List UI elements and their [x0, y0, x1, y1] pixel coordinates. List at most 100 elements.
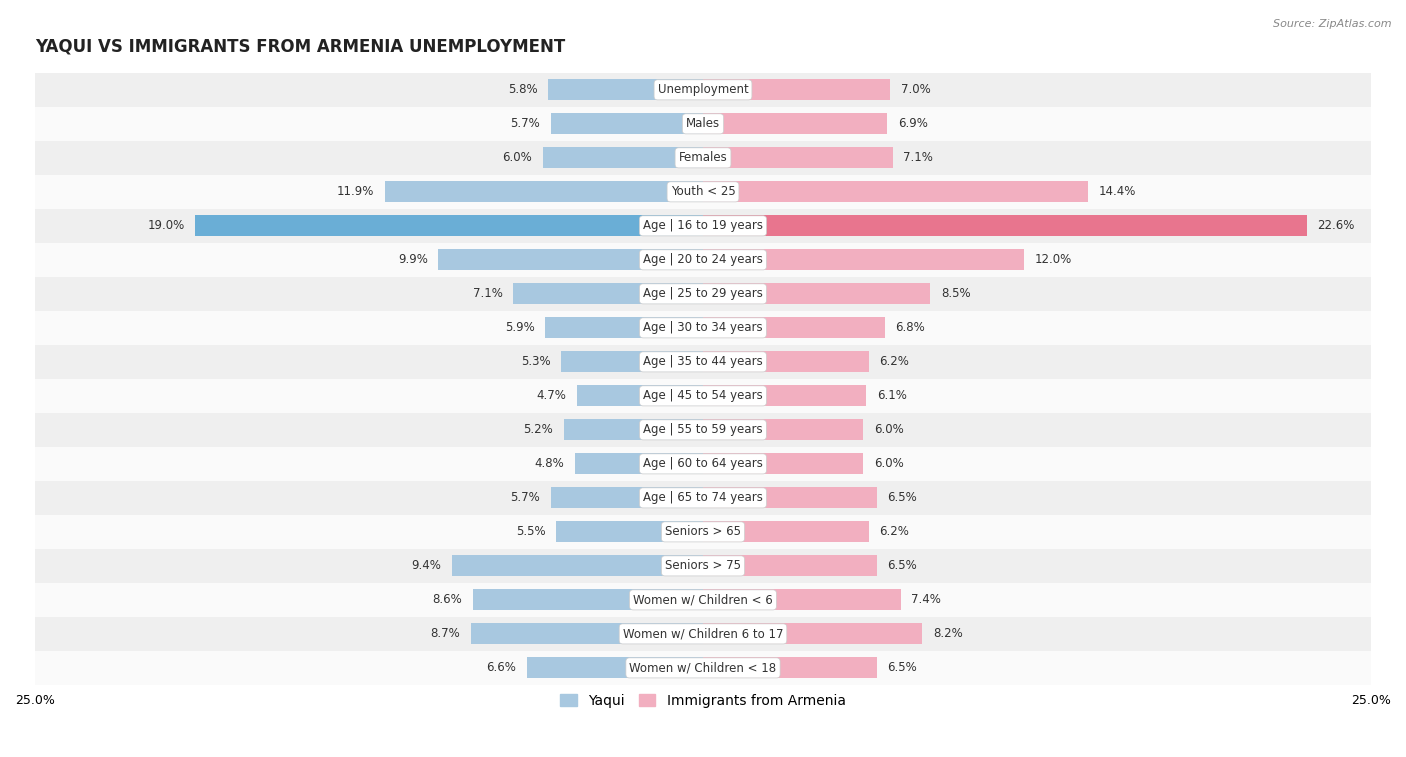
Bar	[546, 317, 703, 338]
Text: 12.0%: 12.0%	[1035, 254, 1071, 266]
Bar	[35, 549, 1371, 583]
Bar	[35, 175, 1371, 209]
Bar	[35, 345, 1371, 379]
Text: 6.5%: 6.5%	[887, 559, 917, 572]
Text: Age | 20 to 24 years: Age | 20 to 24 years	[643, 254, 763, 266]
Bar	[703, 556, 877, 576]
Text: 6.0%: 6.0%	[875, 457, 904, 470]
Text: 5.9%: 5.9%	[505, 322, 534, 335]
Bar	[35, 413, 1371, 447]
Bar	[703, 79, 890, 101]
Text: Males: Males	[686, 117, 720, 130]
Text: 7.4%: 7.4%	[911, 593, 941, 606]
Text: 6.2%: 6.2%	[879, 525, 910, 538]
Text: 5.2%: 5.2%	[523, 423, 554, 436]
Bar	[543, 148, 703, 168]
Text: Youth < 25: Youth < 25	[671, 185, 735, 198]
Text: 22.6%: 22.6%	[1317, 220, 1355, 232]
Text: 6.8%: 6.8%	[896, 322, 925, 335]
Bar	[703, 317, 884, 338]
Text: Women w/ Children 6 to 17: Women w/ Children 6 to 17	[623, 628, 783, 640]
Text: 4.8%: 4.8%	[534, 457, 564, 470]
Text: 6.2%: 6.2%	[879, 355, 910, 369]
Bar	[561, 351, 703, 372]
Text: Age | 65 to 74 years: Age | 65 to 74 years	[643, 491, 763, 504]
Text: 5.7%: 5.7%	[510, 117, 540, 130]
Bar	[35, 515, 1371, 549]
Text: Women w/ Children < 6: Women w/ Children < 6	[633, 593, 773, 606]
Bar	[35, 107, 1371, 141]
Text: 6.6%: 6.6%	[486, 662, 516, 674]
Bar	[451, 556, 703, 576]
Text: 8.6%: 8.6%	[433, 593, 463, 606]
Bar	[575, 453, 703, 475]
Bar	[35, 583, 1371, 617]
Bar	[703, 590, 901, 610]
Bar	[35, 73, 1371, 107]
Bar	[551, 488, 703, 509]
Text: Seniors > 75: Seniors > 75	[665, 559, 741, 572]
Text: 6.1%: 6.1%	[877, 389, 907, 403]
Bar	[703, 148, 893, 168]
Text: Females: Females	[679, 151, 727, 164]
Bar	[35, 209, 1371, 243]
Text: Age | 16 to 19 years: Age | 16 to 19 years	[643, 220, 763, 232]
Bar	[564, 419, 703, 441]
Text: Age | 55 to 59 years: Age | 55 to 59 years	[643, 423, 763, 436]
Text: YAQUI VS IMMIGRANTS FROM ARMENIA UNEMPLOYMENT: YAQUI VS IMMIGRANTS FROM ARMENIA UNEMPLO…	[35, 38, 565, 56]
Text: 5.3%: 5.3%	[522, 355, 551, 369]
Text: 6.0%: 6.0%	[502, 151, 531, 164]
Bar	[578, 385, 703, 407]
Bar	[703, 114, 887, 135]
Text: Source: ZipAtlas.com: Source: ZipAtlas.com	[1274, 19, 1392, 29]
Bar	[35, 481, 1371, 515]
Bar	[35, 447, 1371, 481]
Text: 8.2%: 8.2%	[932, 628, 963, 640]
Bar	[471, 623, 703, 644]
Bar	[703, 249, 1024, 270]
Bar	[35, 651, 1371, 685]
Text: 5.7%: 5.7%	[510, 491, 540, 504]
Bar	[35, 141, 1371, 175]
Bar	[703, 657, 877, 678]
Text: Women w/ Children < 18: Women w/ Children < 18	[630, 662, 776, 674]
Bar	[35, 311, 1371, 345]
Text: 7.0%: 7.0%	[901, 83, 931, 96]
Bar	[35, 379, 1371, 413]
Bar	[195, 215, 703, 236]
Bar	[703, 215, 1308, 236]
Text: 11.9%: 11.9%	[337, 185, 374, 198]
Legend: Yaqui, Immigrants from Armenia: Yaqui, Immigrants from Armenia	[555, 688, 851, 714]
Bar	[703, 351, 869, 372]
Bar	[548, 79, 703, 101]
Bar	[703, 623, 922, 644]
Text: Age | 45 to 54 years: Age | 45 to 54 years	[643, 389, 763, 403]
Text: 6.5%: 6.5%	[887, 662, 917, 674]
Bar	[555, 522, 703, 543]
Text: 6.0%: 6.0%	[875, 423, 904, 436]
Text: 7.1%: 7.1%	[904, 151, 934, 164]
Text: 6.9%: 6.9%	[898, 117, 928, 130]
Bar	[703, 522, 869, 543]
Text: Unemployment: Unemployment	[658, 83, 748, 96]
Bar	[35, 617, 1371, 651]
Text: 8.5%: 8.5%	[941, 288, 970, 301]
Bar	[35, 277, 1371, 311]
Bar	[703, 488, 877, 509]
Bar	[703, 283, 931, 304]
Text: 6.5%: 6.5%	[887, 491, 917, 504]
Text: Seniors > 65: Seniors > 65	[665, 525, 741, 538]
Text: 5.5%: 5.5%	[516, 525, 546, 538]
Text: 7.1%: 7.1%	[472, 288, 502, 301]
Bar	[703, 453, 863, 475]
Bar	[513, 283, 703, 304]
Text: Age | 25 to 29 years: Age | 25 to 29 years	[643, 288, 763, 301]
Text: Age | 60 to 64 years: Age | 60 to 64 years	[643, 457, 763, 470]
Text: 4.7%: 4.7%	[537, 389, 567, 403]
Text: 14.4%: 14.4%	[1098, 185, 1136, 198]
Text: Age | 35 to 44 years: Age | 35 to 44 years	[643, 355, 763, 369]
Bar	[527, 657, 703, 678]
Bar	[35, 243, 1371, 277]
Bar	[439, 249, 703, 270]
Text: 19.0%: 19.0%	[148, 220, 184, 232]
